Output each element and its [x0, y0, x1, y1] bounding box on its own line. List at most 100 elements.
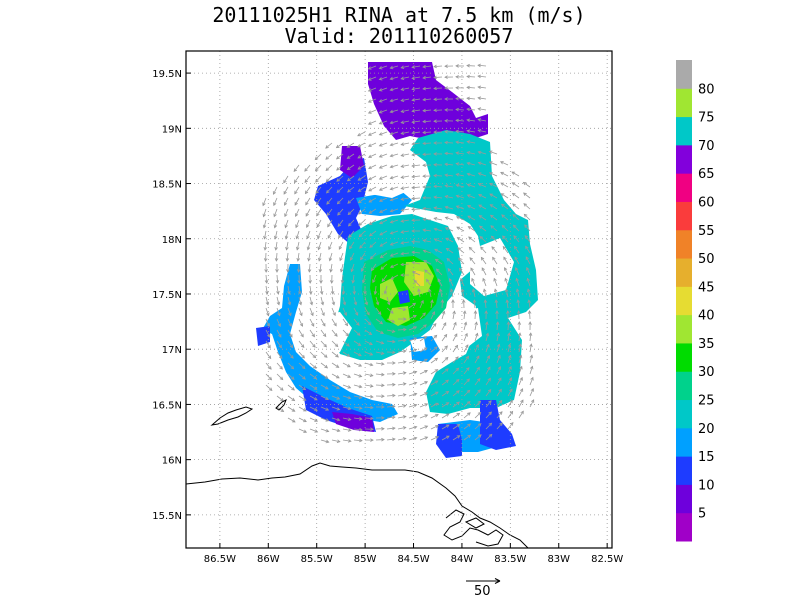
wind-vector	[524, 235, 531, 243]
wind-vector-head	[336, 167, 340, 171]
wind-vector-head	[389, 98, 394, 103]
wind-vector-head	[310, 312, 314, 317]
wind-vector-head	[513, 235, 517, 239]
wind-vector-head	[345, 332, 350, 337]
wind-vector-head	[400, 142, 405, 146]
colorbar-swatch	[676, 314, 692, 344]
wind-vector-head	[455, 205, 460, 209]
wind-vector	[445, 163, 454, 166]
wind-vector	[287, 351, 294, 359]
wind-vector	[430, 300, 433, 309]
wind-vector	[401, 175, 410, 179]
wind-vector-head	[360, 256, 364, 261]
wind-vector-head	[455, 118, 459, 123]
wind-vector-head	[433, 97, 437, 102]
wind-vector	[456, 184, 465, 188]
wind-vector	[381, 274, 388, 282]
wind-vector	[478, 183, 487, 188]
wind-vector-head	[456, 401, 460, 406]
wind-vector	[264, 230, 267, 239]
wind-vector-head	[322, 322, 326, 327]
wind-vector	[529, 344, 532, 353]
wind-vector-head	[487, 388, 492, 393]
wind-vector	[435, 258, 443, 265]
wind-vector	[320, 362, 328, 369]
wind-vector	[336, 153, 344, 160]
wind-vector	[401, 131, 410, 135]
wind-vector-head	[389, 253, 394, 257]
wind-vector-head	[262, 202, 266, 207]
lon-label: 83.5W	[494, 554, 526, 565]
wind-vector-head	[477, 63, 481, 68]
wind-vector	[485, 322, 488, 331]
wind-vector	[430, 436, 439, 441]
wind-vector-head	[455, 356, 459, 360]
wind-vector-head	[470, 267, 474, 272]
wind-vector-head	[477, 389, 481, 393]
wind-vector	[529, 377, 534, 386]
wind-vector-head	[361, 268, 365, 272]
wind-vector	[474, 423, 482, 430]
wind-vector-head	[328, 257, 333, 262]
wind-vector	[274, 230, 278, 239]
wind-vector-head	[466, 63, 470, 68]
wind-vector	[496, 377, 502, 386]
wind-vector	[353, 406, 362, 409]
wind-vector	[397, 405, 406, 408]
wind-vector	[430, 414, 439, 419]
wind-vector-head	[351, 279, 355, 284]
colorbar-label: 25	[698, 394, 715, 409]
wind-vector	[364, 296, 368, 305]
wind-vector	[338, 230, 344, 238]
wind-vector	[276, 285, 279, 294]
wind-vector	[457, 237, 465, 243]
wind-vector-head	[482, 288, 487, 293]
wind-vector	[469, 247, 476, 254]
wind-vector	[528, 300, 531, 309]
wind-vector	[309, 417, 318, 422]
wind-vector	[408, 337, 417, 342]
wind-vector-head	[433, 163, 437, 167]
wind-vector	[495, 300, 498, 309]
wind-vector	[331, 296, 335, 305]
wind-vector-head	[434, 380, 439, 384]
wind-vector	[379, 219, 388, 224]
wind-vector-head	[422, 217, 426, 222]
wind-vector-head	[383, 290, 388, 295]
wind-vector	[485, 366, 491, 375]
wind-vector-head	[369, 373, 374, 377]
lat-label: 15.5N	[152, 511, 182, 522]
wind-vector-head	[423, 347, 428, 351]
wind-vector	[350, 252, 355, 261]
wind-vector	[342, 439, 351, 442]
wind-vector	[452, 390, 460, 397]
wind-vector	[444, 142, 454, 144]
wind-vector	[478, 204, 487, 210]
wind-vector-head	[389, 131, 394, 136]
wind-vector	[507, 388, 513, 397]
wind-vector-head	[278, 344, 282, 349]
wind-vector-head	[295, 235, 300, 240]
wind-vector	[390, 252, 399, 257]
wind-vector-head	[378, 77, 383, 81]
wind-vector-head	[358, 374, 363, 378]
wind-vector-head	[331, 301, 336, 306]
wind-vector-head	[315, 201, 320, 206]
wind-vector	[467, 194, 476, 199]
wind-vector-head	[508, 377, 513, 381]
wind-vector	[337, 197, 344, 205]
wind-vector-head	[422, 108, 426, 113]
wind-vector-head	[444, 86, 448, 90]
wind-vector	[320, 296, 324, 305]
wind-vector	[326, 186, 333, 194]
wind-vector	[412, 251, 421, 254]
lat-label: 17.5N	[152, 290, 182, 301]
wind-vector-head	[319, 280, 323, 284]
wind-vector-head	[466, 367, 470, 371]
wind-vector-head	[378, 88, 383, 92]
wind-vector	[336, 175, 344, 182]
wind-vector-head	[263, 235, 267, 240]
wind-vector-head	[433, 173, 437, 178]
wind-vector-head	[400, 241, 405, 245]
wind-vector	[397, 416, 406, 419]
